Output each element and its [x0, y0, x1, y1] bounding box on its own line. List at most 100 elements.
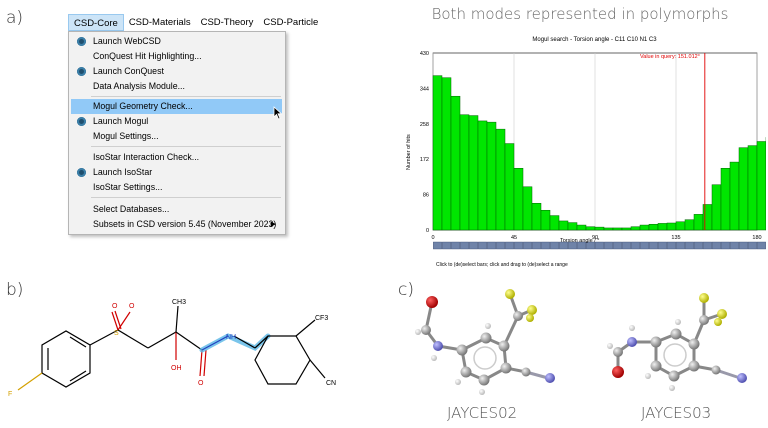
histogram-bar [585, 226, 596, 231]
histogram-bar [594, 226, 605, 231]
menu-item-launch-mogul[interactable]: Launch Mogul [71, 114, 282, 129]
conquest-icon [77, 67, 86, 76]
histogram-bar [450, 95, 461, 231]
bin-selector-cell [694, 241, 703, 250]
panel-label-a: a) [6, 8, 24, 28]
bin-selector-cell [550, 241, 559, 250]
y-axis-label: Number of hits [406, 134, 412, 170]
bin-selector-cell [757, 241, 766, 250]
menu-item-label: Data Analysis Module... [93, 81, 185, 91]
panel-label-b: b) [6, 280, 24, 300]
bond-f [17, 372, 43, 391]
bin-selector-cell [595, 241, 604, 250]
bin-selector-cell [523, 241, 532, 250]
histogram-bar [522, 186, 533, 231]
x-tick-label: 45 [511, 235, 517, 241]
histogram-bar [486, 121, 497, 231]
y-tick-label: 0 [426, 228, 429, 234]
x-axis-label: Torsion angle / ° [560, 238, 600, 244]
menu-item-launch-webcsd[interactable]: Launch WebCSD [71, 34, 282, 49]
bin-selector-cell [487, 241, 496, 250]
menu-item-isostar-settings[interactable]: IsoStar Settings... [71, 180, 282, 195]
atom-o1: O [112, 303, 118, 310]
menu-separator [91, 96, 281, 97]
isostar-icon [77, 168, 86, 177]
atom-o: O [198, 380, 204, 387]
mogul-histogram[interactable]: 0 45 90 135 180 0 86 172 258 344 430 [396, 45, 766, 275]
mouse-cursor-icon [273, 106, 283, 120]
menu-csd-materials[interactable]: CSD-Materials [128, 17, 191, 28]
histogram-bar [477, 120, 488, 231]
bin-selector-cell [496, 241, 505, 250]
histogram-bar [558, 220, 569, 231]
bin-selector-cell [469, 241, 478, 250]
menu-item-label: Subsets in CSD version 5.45 (November 20… [93, 219, 277, 229]
y-tick-label: 430 [420, 51, 429, 57]
y-tick-label: 258 [420, 122, 429, 128]
histogram-bar [459, 114, 470, 231]
histogram-bar [432, 75, 443, 231]
csd-core-dropdown: Launch WebCSD ConQuest Hit Highlighting.… [68, 31, 286, 235]
bin-selector-cell [442, 241, 451, 250]
histogram-bar [513, 168, 524, 231]
menu-item-label: ConQuest Hit Highlighting... [93, 51, 202, 61]
model-jayces03 [607, 293, 747, 391]
model-jayces02 [415, 289, 555, 395]
menu-item-mogul-settings[interactable]: Mogul Settings... [71, 129, 282, 144]
menu-csd-theory[interactable]: CSD-Theory [200, 17, 254, 28]
menu-item-subsets[interactable]: Subsets in CSD version 5.45 (November 20… [71, 217, 282, 232]
histogram-bar [531, 202, 542, 231]
bin-selector-cell [676, 241, 685, 250]
histogram-bar [612, 227, 623, 231]
histogram-bar [621, 227, 632, 231]
histogram-bar [747, 145, 758, 231]
menu-item-mogul-geometry-check[interactable]: Mogul Geometry Check... [71, 99, 282, 114]
histogram-bar [441, 77, 452, 231]
y-tick-label: 344 [420, 86, 429, 92]
histogram-bar [756, 141, 766, 231]
atom-oh: OH [171, 365, 182, 372]
atom-cn: CN [326, 380, 336, 387]
atom-o2: O [129, 303, 135, 310]
bin-selector-cell [505, 241, 514, 250]
menu-item-launch-isostar[interactable]: Launch IsoStar [71, 165, 282, 180]
bin-selector-cell [730, 241, 739, 250]
bin-selector-cell [577, 241, 586, 250]
menu-item-data-analysis[interactable]: Data Analysis Module... [71, 79, 282, 94]
atom-f: F [8, 391, 12, 398]
menu-item-launch-conquest[interactable]: Launch ConQuest [71, 64, 282, 79]
histogram-bar [666, 222, 677, 231]
bin-selector-cell [703, 241, 712, 250]
bin-selector-cell [685, 241, 694, 250]
bin-selector-cell [568, 241, 577, 250]
menu-item-isostar-check[interactable]: IsoStar Interaction Check... [71, 150, 282, 165]
histogram-bar [540, 209, 551, 231]
webcsd-icon [77, 37, 86, 46]
bin-selector-cell [433, 241, 442, 250]
chart-title: Mogul search - Torsion angle - C11 C10 N… [532, 37, 657, 43]
atom-nh: NH [226, 334, 236, 341]
menu-item-select-databases[interactable]: Select Databases... [71, 202, 282, 217]
bin-selector-cell [622, 241, 631, 250]
mogul-icon [77, 117, 86, 126]
x-tick-label: 90 [592, 235, 598, 241]
refcode-jayces03: JAYCES03 [641, 404, 712, 422]
menu-item-label: Mogul Geometry Check... [93, 101, 193, 111]
y-tick-label: 172 [420, 157, 429, 163]
bin-selector-cell [451, 241, 460, 250]
menu-csd-core[interactable]: CSD-Core [68, 14, 124, 31]
menu-separator [91, 146, 281, 147]
atom-cf3: CF3 [315, 315, 328, 322]
query-value-label: Value in query: 151.012° [640, 54, 700, 60]
refcode-jayces02: JAYCES02 [447, 404, 518, 422]
panel-label-c: c) [398, 280, 414, 300]
atom-methyl: CH3 [172, 299, 186, 306]
histogram-bar [549, 215, 560, 231]
bin-selector-cell [532, 241, 541, 250]
bin-selector-cell [586, 241, 595, 250]
bin-selector-cell [721, 241, 730, 250]
polymorph-heading: Both modes represented in polymorphs [431, 5, 729, 23]
menu-item-conquest-hit-highlighting[interactable]: ConQuest Hit Highlighting... [71, 49, 282, 64]
menu-csd-particle[interactable]: CSD-Particle [263, 17, 319, 28]
histogram-bar [693, 214, 704, 231]
